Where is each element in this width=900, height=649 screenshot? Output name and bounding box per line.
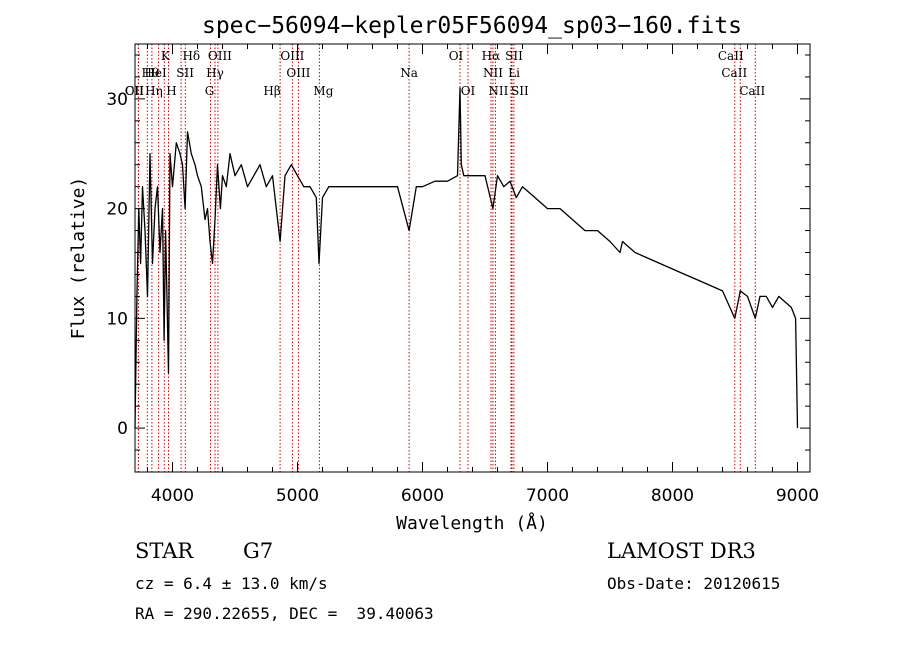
observation-date: Obs-Date: 20120615 — [607, 574, 781, 593]
reference-line-label: OI — [461, 84, 476, 98]
y-tick-label: 20 — [106, 200, 128, 220]
reference-line-label: OI — [449, 49, 464, 63]
reference-line-label: SII — [511, 84, 529, 98]
reference-line-label: CaII — [718, 49, 744, 63]
x-tick-label: 9000 — [776, 486, 819, 506]
y-tick-label: 10 — [106, 309, 128, 329]
x-tick-label: 7000 — [526, 486, 569, 506]
y-axis-ticks: 0 10 20 30 — [106, 54, 810, 451]
reference-line-label: Hδ — [182, 49, 200, 63]
x-tick-label: 6000 — [401, 486, 444, 506]
coordinates: RA = 290.22655, DEC = 39.40063 — [135, 604, 434, 623]
reference-line-label: Hη — [145, 84, 163, 98]
reference-line-label: Hβ — [263, 84, 280, 98]
reference-line-label: SII — [505, 49, 523, 63]
chart-title: spec−56094−kepler05F56094_sp03−160.fits — [202, 13, 742, 39]
x-tick-label: 5000 — [276, 486, 319, 506]
object-subclass: G7 — [243, 539, 274, 563]
reference-line-label: Hγ — [206, 66, 224, 80]
x-axis-label: Wavelength (Å) — [396, 512, 548, 534]
reference-line-label: OIII — [286, 66, 310, 80]
y-tick-label: 30 — [106, 90, 128, 110]
x-tick-label: 4000 — [151, 486, 194, 506]
reference-line-label: Hθ — [141, 66, 159, 80]
reference-line-label: G — [205, 84, 215, 98]
spectrum-series-line — [134, 87, 799, 429]
reference-line-label: NII — [488, 84, 508, 98]
reference-line-label: K — [161, 49, 171, 63]
reference-line-label: Hα — [482, 49, 501, 63]
reference-line-label: OIII — [208, 49, 232, 63]
x-tick-label: 8000 — [651, 486, 694, 506]
reference-line-label: CaII — [721, 66, 747, 80]
reference-lines — [137, 44, 756, 472]
reference-line-label: NII — [483, 66, 503, 80]
reference-line-label: Mg — [313, 84, 333, 98]
reference-line-label: OIII — [280, 49, 304, 63]
reference-line-label: SII — [176, 66, 194, 80]
x-axis-ticks: 4000 5000 6000 7000 8000 9000 — [147, 44, 819, 506]
survey-name: LAMOST DR3 — [607, 539, 756, 563]
reference-line-label: Li — [508, 66, 520, 80]
object-class: STAR — [135, 539, 194, 563]
reference-line-label: CaII — [739, 84, 765, 98]
plot-frame — [134, 43, 811, 473]
y-axis-label: Flux (relative) — [68, 177, 89, 340]
y-tick-label: 0 — [117, 419, 128, 439]
reference-line-label: Na — [400, 66, 418, 80]
redshift-velocity: cz = 6.4 ± 13.0 km/s — [135, 574, 328, 593]
reference-line-label: HeI — [144, 66, 167, 80]
reference-line-label: H — [166, 84, 176, 98]
